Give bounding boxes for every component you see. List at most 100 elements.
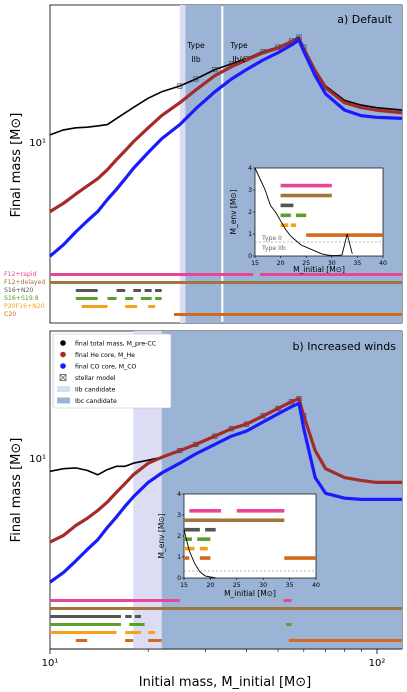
panel-a-remnant-segment — [155, 297, 162, 300]
legend-item-label: final total mass, M_pre-CC — [75, 341, 156, 348]
inset-b-x-tick-label: 15 — [180, 582, 188, 589]
panel-b-label: b) Increased winds — [292, 340, 396, 353]
inset-b-bar-segment — [197, 537, 211, 541]
legend-dot-marker — [60, 351, 66, 358]
inset-b-frame — [183, 493, 317, 579]
x-tick-label-10: 10¹ — [42, 658, 59, 669]
panel-b-ylabel: Final mass [M⊙] — [9, 438, 24, 543]
inset-a-x-tick-label: 25 — [302, 260, 310, 267]
inset-b-bar-segment — [199, 546, 208, 551]
remnant-label-p20: P20F16+N20 — [4, 303, 45, 310]
x-axis-label: Initial mass, M_initial [M⊙] — [139, 675, 311, 690]
type-ibc-label-line1: Type — [229, 41, 248, 50]
legend-item: Ibc candidate — [57, 397, 117, 405]
inset-b-bar-segment — [189, 509, 221, 513]
panel-b-remnant-segment — [125, 615, 132, 618]
panel-a-remnant-segment — [259, 273, 402, 276]
type-iib-label-line1: Type — [186, 41, 205, 50]
legend-item-label: stellar model — [75, 375, 116, 382]
panel-a-lines — [48, 34, 403, 258]
panel-b-remnant-segment — [288, 639, 402, 642]
panel-b-remnant-segment — [50, 607, 402, 610]
panel-b-series-co — [49, 401, 402, 584]
panel-b-sn-regions — [133, 331, 402, 649]
panel-a: a) Default Type IIb Type Ib/c 10¹ Final … — [4, 4, 403, 324]
inset-a-y-tick-label: 2 — [248, 209, 252, 216]
panel-a-stellar-model-marker — [177, 83, 183, 89]
panel-b-remnant-segment — [125, 631, 141, 634]
inset-b-bar-segment — [205, 527, 216, 532]
inset-a-y-tick-label: 1 — [248, 231, 252, 238]
inset-a-bar-segment — [290, 223, 296, 227]
panel-a-remnant-labels: F12+rapid F12+delayed S16+N20 S16+S19.8 … — [4, 271, 45, 318]
panel-a-remnant-segment — [107, 297, 117, 300]
inset-a-bar-segment — [280, 203, 294, 208]
panel-a-iib-band — [179, 5, 186, 323]
panel-b: b) Increased winds 10¹ Final mass [M⊙] f… — [9, 330, 403, 650]
panel-a-remnant-segment — [140, 297, 152, 300]
type-iib-label-line2: IIb — [191, 55, 200, 64]
inset-b-y-tick-label: 0 — [177, 575, 181, 582]
panel-b-remnant-segment — [286, 623, 292, 626]
panel-a-series-he — [49, 37, 403, 213]
panel-b-inset: M_initial [M⊙] M_env [M⊙] 15 20 25 30 35 4001… — [157, 491, 320, 598]
inset-a-xlabel: M_initial [M⊙] — [293, 265, 345, 274]
inset-b-bar-segment — [184, 546, 195, 551]
legend-item: final total mass, M_pre-CC — [60, 340, 156, 348]
inset-b-ylabel: M_env [M⊙] — [157, 513, 166, 558]
panel-a-remnant-segment — [144, 289, 152, 292]
inset-a-ticks: 15 20 25 30 35 40 0 1 2 3 4 — [248, 165, 387, 267]
inset-b-bar-segment — [184, 537, 192, 541]
inset-b-x-tick-label: 20 — [206, 582, 214, 589]
inset-b-y-tick-label: 1 — [177, 554, 181, 561]
inset-a-x-tick-label: 35 — [353, 260, 361, 267]
panel-b-lines — [49, 396, 402, 584]
inset-b-content — [183, 509, 316, 579]
inset-b-x-tick-label: 25 — [233, 582, 241, 589]
remnant-label-f12-rapid: F12+rapid — [4, 271, 37, 278]
panel-b-remnant-segment — [129, 623, 145, 626]
inset-b-bar-segment — [184, 556, 190, 560]
panel-a-remnant-segment — [50, 273, 254, 276]
legend-band-marker — [57, 397, 70, 404]
panel-b-y-tick: 10¹ — [29, 454, 46, 465]
type-ibc-label-line2: Ib/c — [232, 55, 246, 64]
panel-b-remnant-segment — [134, 615, 141, 618]
inset-a-x-tick-label: 15 — [251, 260, 259, 267]
legend-item-label: final CO core, M_CO — [75, 364, 137, 371]
panel-a-remnant-segment — [155, 289, 162, 292]
remnant-label-c20: C20 — [4, 311, 16, 318]
legend-item: final He core, M_He — [60, 351, 135, 359]
inset-a-bar-segment — [306, 233, 383, 237]
panel-b-remnant-segment — [283, 599, 292, 602]
inset-b-bar-segment — [184, 527, 200, 532]
legend-item-label: final He core, M_He — [75, 352, 135, 359]
panel-a-remnant-segment — [125, 297, 134, 300]
inset-b-bar-segment — [236, 509, 285, 513]
panel-a-stellar-model-marker — [212, 67, 218, 73]
x-tick-label-100: 10² — [369, 658, 386, 669]
panel-a-y-tick: 10¹ — [29, 138, 46, 149]
panel-a-remnant-segment — [148, 305, 156, 308]
inset-b-y-tick-label: 4 — [177, 491, 181, 498]
inset-b-bar-segment — [184, 518, 285, 523]
inset-a-ylabel: M_env [M⊙] — [229, 189, 238, 234]
panel-a-remnant-segment — [125, 305, 138, 308]
panel-b-remnant-segment — [148, 639, 162, 642]
inset-a-content — [254, 167, 383, 257]
inset-a-bar-segment — [295, 213, 307, 218]
panel-a-stellar-model-marker — [193, 76, 199, 82]
panel-b-series-he — [49, 397, 402, 544]
panel-b-ibc-band — [161, 331, 402, 649]
panel-b-remnant-segment — [125, 639, 134, 642]
x-axis: 10¹ 10² Initial mass, M_initial [M⊙] — [42, 648, 402, 690]
inset-a-frame — [254, 167, 384, 257]
remnant-label-s16-s198: S16+S19.8 — [4, 295, 39, 302]
inset-a-y-tick-label: 0 — [248, 253, 252, 260]
panel-a-series-co — [48, 38, 403, 258]
inset-a-bar-segment — [280, 193, 332, 198]
panel-a-remnant-segment — [116, 289, 126, 292]
inset-b-x-tick-label: 30 — [259, 582, 267, 589]
